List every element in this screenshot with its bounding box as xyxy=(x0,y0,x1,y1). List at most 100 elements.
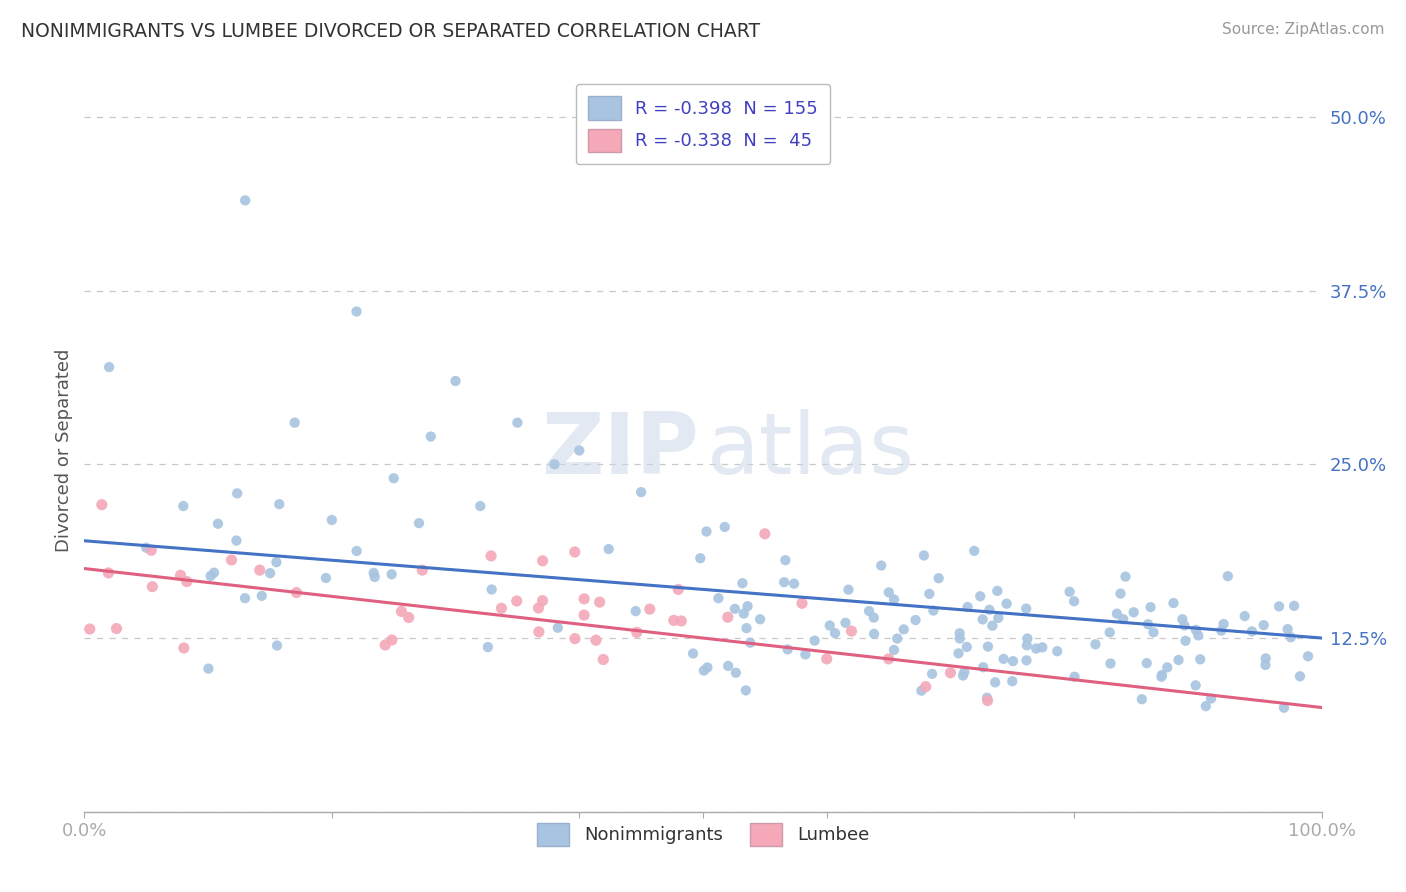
Point xyxy=(444,374,467,388)
Point xyxy=(666,582,689,597)
Y-axis label: Divorced or Separated: Divorced or Separated xyxy=(55,349,73,552)
Point xyxy=(173,640,195,655)
Point xyxy=(696,660,718,674)
Point xyxy=(381,632,404,647)
Point xyxy=(1171,612,1194,626)
Point xyxy=(1025,641,1047,656)
Point xyxy=(1084,637,1107,651)
Point xyxy=(1240,624,1263,639)
Point xyxy=(717,659,740,673)
Point xyxy=(815,652,838,666)
Point xyxy=(1254,657,1277,672)
Point xyxy=(783,576,806,591)
Point xyxy=(972,660,994,674)
Point xyxy=(1142,625,1164,640)
Point xyxy=(1136,656,1159,670)
Point xyxy=(1253,618,1275,632)
Point xyxy=(598,542,620,557)
Point xyxy=(952,668,974,682)
Text: atlas: atlas xyxy=(707,409,915,492)
Point xyxy=(479,549,502,563)
Point xyxy=(731,576,754,591)
Point xyxy=(724,602,747,616)
Point xyxy=(733,607,755,621)
Point xyxy=(269,497,291,511)
Point xyxy=(984,675,1007,690)
Point xyxy=(141,580,163,594)
Point xyxy=(754,526,776,541)
Point xyxy=(1137,617,1160,632)
Point xyxy=(624,604,647,618)
Point xyxy=(1199,691,1222,706)
Point xyxy=(527,624,550,639)
Point xyxy=(1059,584,1081,599)
Point xyxy=(972,612,994,626)
Point xyxy=(1216,569,1239,583)
Point xyxy=(914,680,936,694)
Point xyxy=(419,429,441,443)
Point xyxy=(202,566,225,580)
Point xyxy=(870,558,893,573)
Point xyxy=(1173,618,1195,632)
Point xyxy=(794,648,817,662)
Point xyxy=(776,642,799,657)
Point xyxy=(693,664,716,678)
Point xyxy=(1268,599,1291,614)
Point xyxy=(250,589,273,603)
Point xyxy=(1001,654,1024,668)
Point xyxy=(585,633,607,648)
Point xyxy=(531,554,554,568)
Point xyxy=(883,643,905,657)
Point xyxy=(97,566,120,580)
Point xyxy=(1150,668,1173,682)
Text: NONIMMIGRANTS VS LUMBEE DIVORCED OR SEPARATED CORRELATION CHART: NONIMMIGRANTS VS LUMBEE DIVORCED OR SEPA… xyxy=(21,22,761,41)
Text: Source: ZipAtlas.com: Source: ZipAtlas.com xyxy=(1222,22,1385,37)
Point xyxy=(969,589,991,603)
Point xyxy=(398,610,420,624)
Point xyxy=(775,553,797,567)
Point xyxy=(921,667,943,681)
Point xyxy=(886,632,908,646)
Point xyxy=(1174,633,1197,648)
Point xyxy=(346,544,368,558)
Point xyxy=(877,585,900,599)
Point xyxy=(863,627,886,641)
Point xyxy=(1156,660,1178,674)
Point xyxy=(993,652,1015,666)
Point xyxy=(391,604,413,618)
Point xyxy=(1185,623,1208,637)
Point xyxy=(1015,653,1038,667)
Point xyxy=(381,567,404,582)
Point xyxy=(734,683,756,698)
Point xyxy=(1001,674,1024,689)
Point xyxy=(662,614,685,628)
Point xyxy=(987,611,1010,625)
Point xyxy=(90,498,112,512)
Point xyxy=(543,458,565,472)
Point xyxy=(105,622,128,636)
Point xyxy=(225,533,247,548)
Point xyxy=(1189,652,1212,666)
Point xyxy=(135,541,157,555)
Point xyxy=(773,575,796,590)
Point xyxy=(226,486,249,500)
Point xyxy=(176,574,198,589)
Point xyxy=(1015,601,1038,615)
Point xyxy=(976,693,998,707)
Point xyxy=(1195,699,1218,714)
Point xyxy=(707,591,730,606)
Point xyxy=(592,652,614,666)
Point xyxy=(284,416,307,430)
Point xyxy=(1063,670,1085,684)
Point xyxy=(266,639,288,653)
Point xyxy=(1063,594,1085,608)
Point xyxy=(1277,622,1299,636)
Point xyxy=(315,571,337,585)
Point xyxy=(1212,617,1234,632)
Point xyxy=(735,621,758,635)
Point xyxy=(363,566,385,580)
Point xyxy=(1211,624,1233,638)
Point xyxy=(977,640,1000,654)
Point xyxy=(1046,644,1069,658)
Point xyxy=(979,603,1001,617)
